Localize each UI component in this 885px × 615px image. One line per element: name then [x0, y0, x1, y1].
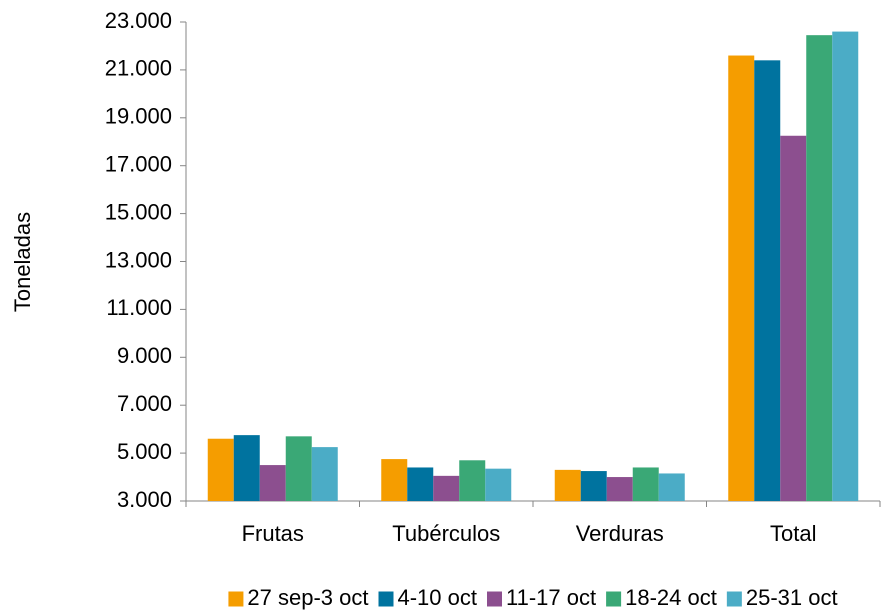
y-tick-label: 21.000 [105, 56, 172, 81]
y-tick-label: 11.000 [106, 295, 172, 320]
bar [606, 477, 633, 501]
bar [459, 460, 486, 501]
y-tick-label: 19.000 [105, 104, 172, 129]
y-axis-title: Toneladas [10, 212, 35, 312]
y-tick-label: 23.000 [105, 8, 172, 33]
bar [580, 471, 607, 501]
legend-label: 25-31 oct [746, 585, 838, 610]
x-tick-label: Tubérculos [392, 521, 500, 546]
x-tick-label: Frutas [242, 521, 304, 546]
bar [728, 55, 755, 501]
y-tick-label: 3.000 [117, 487, 172, 512]
bar [285, 436, 312, 501]
legend-swatch [378, 591, 394, 607]
x-tick-label: Total [770, 521, 816, 546]
legend-label: 4-10 oct [398, 585, 478, 610]
bar [754, 60, 781, 501]
bar [433, 475, 460, 501]
x-tick-label: Verduras [576, 521, 664, 546]
legend-swatch [606, 591, 622, 607]
y-tick-label: 7.000 [117, 391, 172, 416]
legend-swatch [726, 591, 742, 607]
bar [632, 467, 659, 501]
bar [233, 435, 260, 501]
legend-label: 27 sep-3 oct [247, 585, 368, 610]
bar [259, 465, 286, 501]
bar [407, 467, 434, 501]
bar [832, 31, 859, 502]
legend-swatch [228, 591, 244, 607]
legend-label: 11-17 oct [506, 585, 596, 610]
y-tick-label: 13.000 [105, 247, 172, 272]
legend-swatch [487, 591, 502, 607]
bar [207, 438, 234, 501]
y-tick-label: 5.000 [117, 439, 172, 464]
legend-label: 18-24 oct [625, 585, 717, 610]
y-tick-label: 9.000 [117, 343, 172, 368]
bar [554, 469, 581, 501]
y-tick-label: 15.000 [105, 199, 172, 224]
bar [311, 447, 338, 501]
y-tick-label: 17.000 [105, 152, 172, 177]
bar [658, 473, 685, 501]
bar [806, 35, 833, 502]
bar [780, 135, 807, 501]
bar [381, 459, 408, 501]
bar [485, 468, 512, 501]
